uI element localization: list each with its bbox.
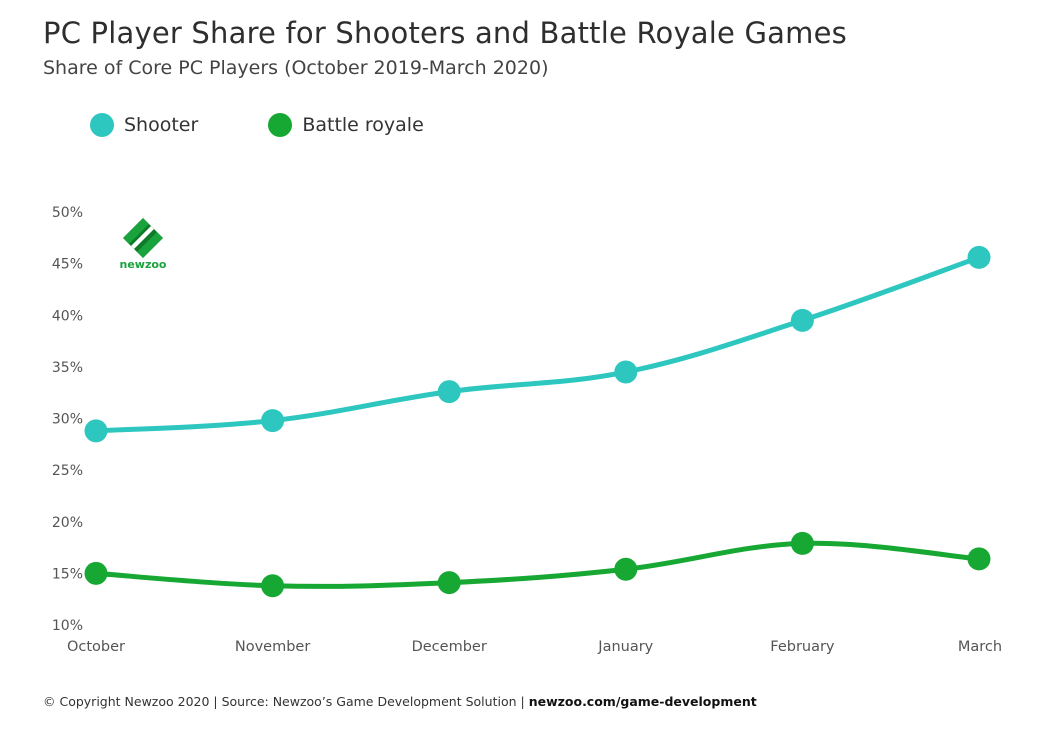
footer-text: © Copyright Newzoo 2020 | Source: Newzoo…: [43, 694, 529, 709]
y-tick-label: 45%: [52, 257, 83, 273]
data-point-shooter[interactable]: [437, 380, 461, 404]
data-point-shooter[interactable]: [261, 409, 285, 433]
data-point-battle-royale[interactable]: [84, 561, 108, 585]
x-tick-label: October: [67, 639, 125, 655]
x-tick-label: January: [597, 639, 653, 655]
series-points: [84, 245, 991, 598]
newzoo-logo: newzoo: [118, 217, 168, 273]
legend-item-shooter: Shooter: [90, 113, 198, 137]
series-line-shooter: [93, 254, 982, 434]
chart-title: PC Player Share for Shooters and Battle …: [43, 16, 847, 50]
legend-swatch-battle-royale: [268, 113, 293, 137]
y-tick-label: 10%: [52, 618, 83, 634]
legend-label-shooter: Shooter: [124, 114, 199, 136]
x-tick-label: February: [770, 639, 835, 655]
data-point-battle-royale[interactable]: [967, 547, 991, 571]
series-line-battle-royale: [93, 540, 982, 589]
x-tick-label: December: [412, 639, 487, 655]
logo-text: newzoo: [119, 258, 167, 271]
data-point-shooter[interactable]: [790, 308, 814, 332]
legend: Shooter Battle royale: [90, 113, 494, 137]
y-tick-label: 20%: [52, 515, 83, 531]
x-tick-label: March: [958, 639, 1002, 655]
newzoo-logo-icon: [123, 218, 163, 258]
data-point-shooter[interactable]: [84, 419, 108, 443]
x-axis: October November December January February Ma…: [67, 639, 1002, 655]
data-point-shooter[interactable]: [614, 360, 638, 384]
footer: © Copyright Newzoo 2020 | Source: Newzoo…: [43, 694, 757, 709]
legend-item-battle-royale: Battle royale: [268, 113, 424, 137]
y-tick-label: 25%: [52, 463, 83, 479]
data-point-battle-royale[interactable]: [261, 574, 285, 598]
footer-link[interactable]: newzoo.com/game-development: [528, 694, 757, 709]
series-lines: [93, 254, 982, 589]
y-tick-label: 35%: [52, 360, 83, 376]
data-point-battle-royale[interactable]: [790, 531, 814, 555]
chart-subtitle: Share of Core PC Players (October 2019-M…: [43, 57, 549, 79]
y-axis: 10% 15% 20% 25% 30% 35% 40% 45% 50%: [52, 205, 83, 634]
y-tick-label: 15%: [52, 566, 83, 582]
data-point-battle-royale[interactable]: [614, 557, 638, 581]
y-tick-label: 30%: [52, 412, 83, 428]
legend-swatch-shooter: [90, 113, 114, 137]
legend-label-battle-royale: Battle royale: [302, 114, 424, 136]
y-tick-label: 40%: [52, 308, 83, 324]
y-tick-label: 50%: [52, 205, 83, 221]
data-point-battle-royale[interactable]: [437, 571, 461, 595]
data-point-shooter[interactable]: [967, 245, 991, 269]
x-tick-label: November: [235, 639, 310, 655]
